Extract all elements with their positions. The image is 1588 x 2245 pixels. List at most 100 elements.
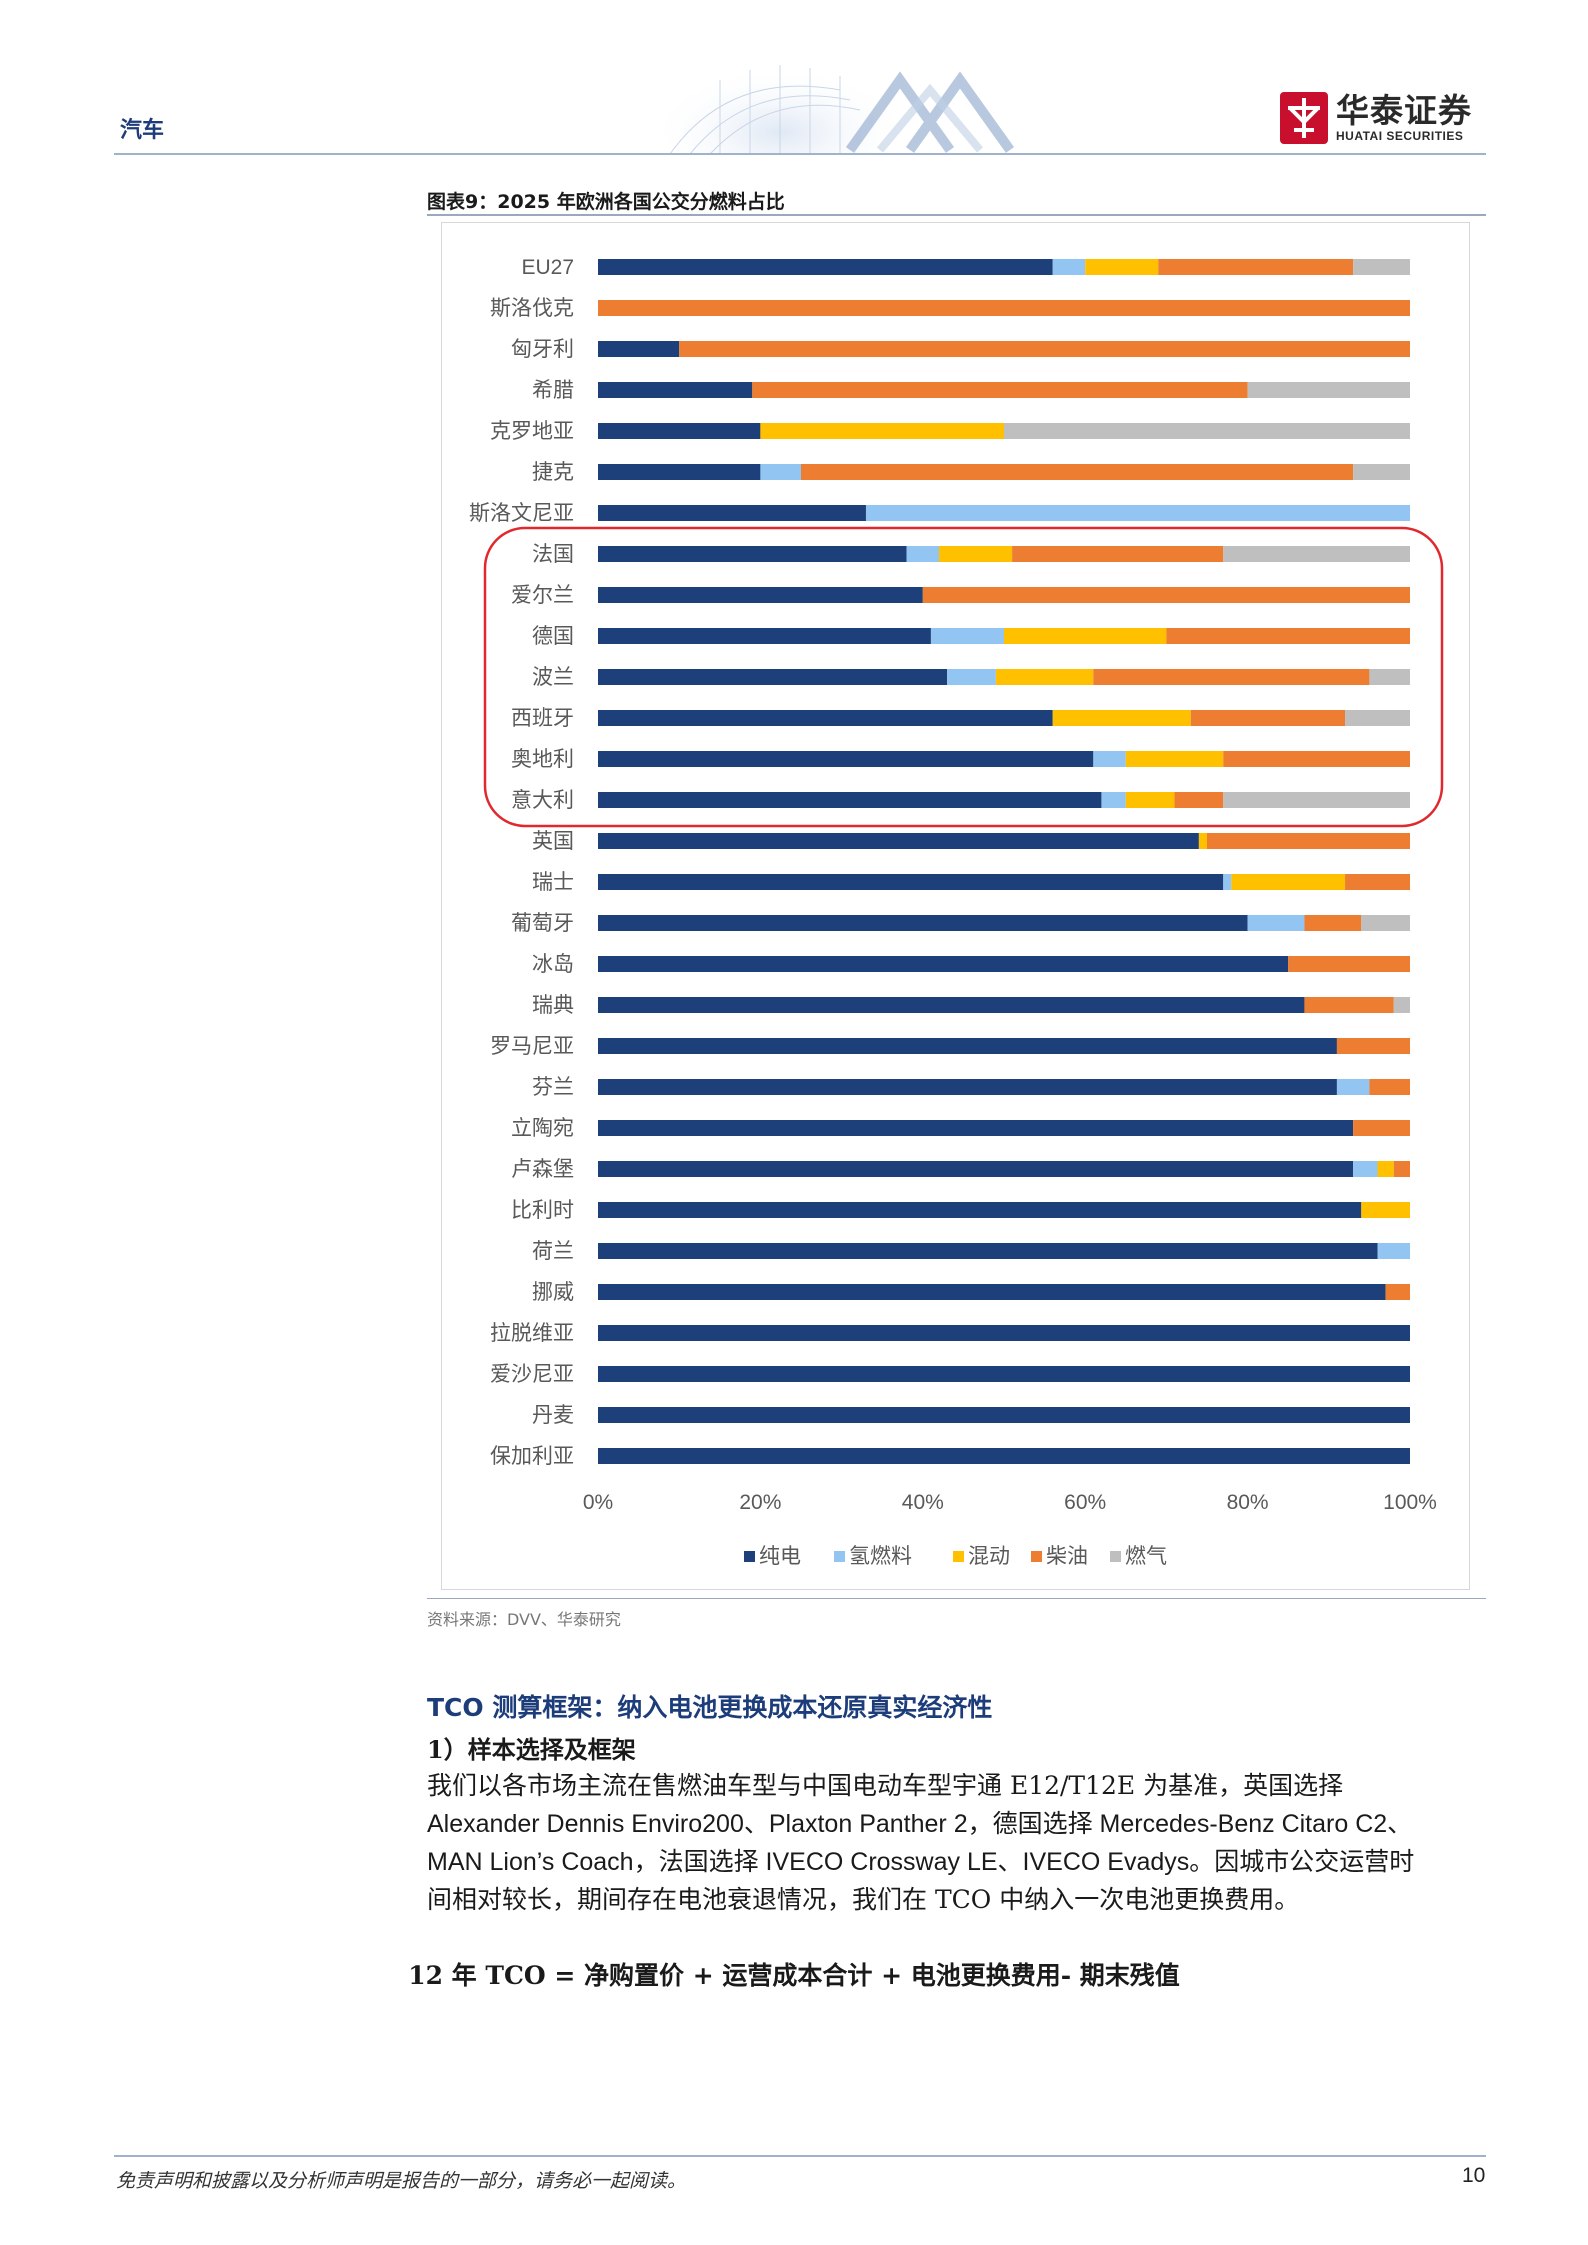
bar-segment-2 <box>1247 915 1305 931</box>
bar-segment-1 <box>598 1202 1362 1218</box>
category-label: 荷兰 <box>532 1239 574 1263</box>
bar-segment-3 <box>1085 259 1159 275</box>
footer-disclaimer: 免责声明和披露以及分析师声明是报告的一部分，请务必一起阅读。 <box>116 2170 687 2192</box>
bar-segment-4 <box>1385 1284 1410 1300</box>
stacked-bar-chart: EU27 斯洛伐克匈牙利希腊克罗地亚捷克斯洛文尼亚法国爱尔兰德国波兰西班牙奥地利意… <box>469 256 1444 1568</box>
paragraph-line: MAN Lion’s Coach，法国选择 IVECO Crossway LE、… <box>427 1848 1415 1876</box>
bar-segment-1 <box>598 1243 1378 1259</box>
bar-segment-1 <box>598 997 1305 1013</box>
category-label: 比利时 <box>511 1198 574 1222</box>
bar-segment-3 <box>1125 792 1175 808</box>
bar-segment-4 <box>1012 546 1224 562</box>
bar-segment-2 <box>1223 874 1232 890</box>
category-label: EU27 <box>521 256 574 279</box>
legend-label: 柴油 <box>1046 1544 1088 1568</box>
category-label: 捷克 <box>532 460 574 484</box>
legend-label: 混动 <box>968 1544 1010 1568</box>
bar-segment-2 <box>1336 1079 1370 1095</box>
category-label: 奥地利 <box>511 747 574 771</box>
figure-source: 资料来源：DVV、华泰研究 <box>427 1610 621 1629</box>
bar-segment-2 <box>1377 1243 1410 1259</box>
category-label: 瑞士 <box>532 870 574 894</box>
bar-segment-2 <box>1101 792 1126 808</box>
bar-segment-3 <box>760 423 1004 439</box>
bar-segment-1 <box>598 546 907 562</box>
bar-segment-1 <box>598 505 866 521</box>
bar-segment-5 <box>1393 997 1410 1013</box>
header-divider <box>114 153 1486 155</box>
bar-segment-3 <box>1052 710 1191 726</box>
chart-frame <box>441 222 1470 1590</box>
bar-segment-5 <box>1353 259 1410 275</box>
category-label: 罗马尼亚 <box>490 1034 574 1058</box>
category-label: 西班牙 <box>511 706 574 730</box>
bar-segment-5 <box>1345 710 1410 726</box>
bar-segment-3 <box>1361 1202 1410 1218</box>
x-tick-label: 40% <box>902 1491 944 1514</box>
category-label: 葡萄牙 <box>511 911 574 935</box>
x-tick-label: 60% <box>1064 1491 1106 1514</box>
category-label: 丹麦 <box>532 1403 574 1427</box>
bar-segment-1 <box>598 751 1094 767</box>
bar-segment-2 <box>947 669 996 685</box>
category-label: 挪威 <box>532 1280 574 1304</box>
bar-segment-2 <box>930 628 1004 644</box>
bar-segment-1 <box>598 710 1053 726</box>
category-label: 立陶宛 <box>511 1116 574 1140</box>
bar-segment-4 <box>1166 628 1410 644</box>
section-heading: TCO 测算框架：纳入电池更换成本还原真实经济性 <box>427 1693 993 1722</box>
footer-divider <box>114 2155 1486 2157</box>
bar-segment-1 <box>598 1038 1337 1054</box>
legend-label: 燃气 <box>1125 1544 1167 1568</box>
x-tick-label: 80% <box>1227 1491 1269 1514</box>
bar-segment-1 <box>598 1448 1410 1464</box>
bar-segment-1 <box>598 1161 1354 1177</box>
legend-swatch <box>953 1551 964 1562</box>
bar-segment-1 <box>598 1366 1410 1382</box>
bar-segment-1 <box>598 956 1289 972</box>
category-label: 德国 <box>532 624 574 648</box>
bar-segment-5 <box>1353 464 1410 480</box>
bar-segment-4 <box>1353 1120 1410 1136</box>
bar-segment-2 <box>906 546 940 562</box>
bar-segment-2 <box>1093 751 1126 767</box>
bar-segment-3 <box>995 669 1094 685</box>
report-section-label: 汽车 <box>120 118 165 143</box>
category-label: 希腊 <box>532 378 574 402</box>
figure-title: 图表9：2025 年欧洲各国公交分燃料占比 <box>427 191 785 213</box>
bar-segment-4 <box>1207 833 1410 849</box>
bar-segment-1 <box>598 1284 1386 1300</box>
category-label: 爱尔兰 <box>511 583 574 607</box>
bar-segment-1 <box>598 341 680 357</box>
bar-segment-4 <box>679 341 1410 357</box>
category-label: 卢森堡 <box>511 1157 574 1181</box>
figure-top-rule <box>427 214 1486 216</box>
bar-segment-3 <box>1377 1161 1394 1177</box>
bar-segment-4 <box>752 382 1248 398</box>
bar-segment-1 <box>598 382 753 398</box>
bar-segment-3 <box>1198 833 1207 849</box>
bar-segment-4 <box>922 587 1410 603</box>
bar-segment-1 <box>598 833 1199 849</box>
category-label: 意大利 <box>511 788 574 812</box>
legend-swatch <box>744 1551 755 1562</box>
category-label: 冰岛 <box>532 952 574 976</box>
bar-segment-3 <box>939 546 1013 562</box>
bar-segment-4 <box>1190 710 1346 726</box>
figure-bottom-rule <box>427 1598 1486 1599</box>
bar-segment-3 <box>1004 628 1167 644</box>
legend-label: 纯电 <box>759 1544 801 1568</box>
highlight-outline <box>483 526 1444 828</box>
x-tick-label: 100% <box>1383 1491 1437 1514</box>
bar-segment-5 <box>1369 669 1410 685</box>
bar-segment-4 <box>1345 874 1410 890</box>
bar-segment-4 <box>1223 751 1410 767</box>
legend-label: 氢燃料 <box>849 1544 912 1568</box>
bar-segment-1 <box>598 423 761 439</box>
category-label: 斯洛伐克 <box>490 296 574 320</box>
bar-segment-2 <box>1052 259 1086 275</box>
bar-segment-1 <box>598 915 1248 931</box>
bar-segment-2 <box>865 505 1410 521</box>
bar-segment-4 <box>1304 915 1362 931</box>
bar-segment-4 <box>1174 792 1224 808</box>
